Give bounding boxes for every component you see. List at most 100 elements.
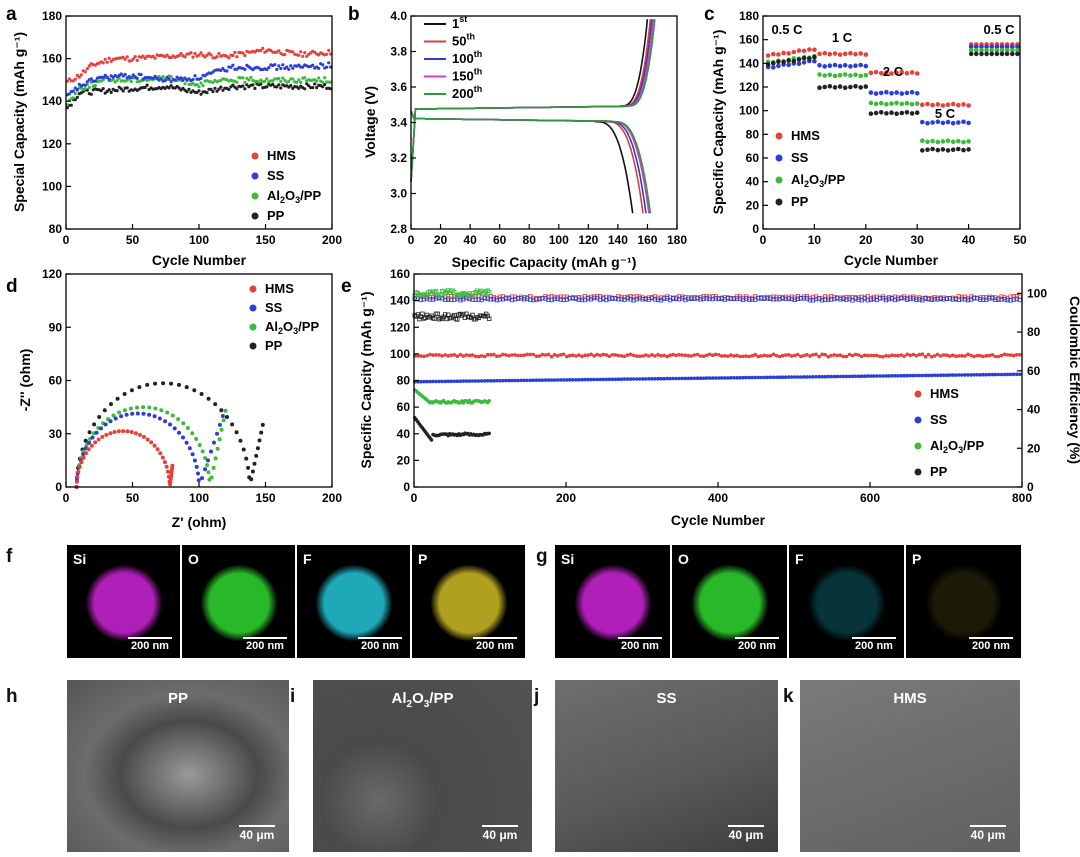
- point-HMS: [297, 53, 301, 57]
- legend-marker: [251, 152, 259, 160]
- legend-marker: [251, 212, 259, 220]
- capacity-point-HMS: [428, 352, 432, 357]
- capacity-point-HMS: [528, 352, 533, 357]
- point-PP: [812, 54, 817, 60]
- ce-point-SS: [686, 296, 691, 302]
- point-Al₂O₃/PP: [966, 139, 971, 144]
- element-label: O: [188, 551, 199, 567]
- y-tick-label: 80: [49, 222, 63, 236]
- point-HMS: [143, 56, 147, 61]
- point-Al₂O₃/PP: [297, 78, 301, 82]
- point-PP: [984, 51, 989, 57]
- point-SS: [265, 67, 269, 72]
- capacity-point-SS: [978, 373, 982, 377]
- capacity-point-SS: [881, 374, 885, 378]
- ce-point-SS: [674, 296, 679, 301]
- capacity-point-SS: [616, 377, 621, 382]
- capacity-point-SS: [789, 375, 794, 379]
- point-SS: [169, 80, 173, 84]
- point-SS: [842, 63, 848, 68]
- point-SS: [1015, 44, 1020, 50]
- ce-point-SS: [865, 297, 870, 303]
- y-tick-label: 100: [42, 179, 62, 193]
- scale-bar: 200 nm: [239, 637, 291, 652]
- point-Al₂O₃/PP: [194, 436, 199, 441]
- y-tick-label: 4.0: [390, 9, 407, 23]
- point-PP: [265, 85, 269, 89]
- point-Al₂O₃/PP: [165, 410, 170, 415]
- ce-point-SS: [643, 296, 648, 302]
- point-HMS: [193, 51, 197, 56]
- ce-point-SS: [731, 296, 737, 302]
- point-SS: [220, 414, 225, 418]
- point-PP: [858, 85, 863, 90]
- ce-point-SS: [786, 296, 791, 301]
- ce-point-SS: [780, 295, 785, 301]
- capacity-point-SS: [467, 379, 472, 383]
- point-SS: [172, 426, 177, 431]
- ce-point-SS: [543, 296, 548, 301]
- capacity-point-HMS: [589, 352, 593, 357]
- point-PP: [321, 85, 325, 89]
- point-SS: [822, 64, 827, 69]
- capacity-point-HMS: [631, 353, 636, 358]
- ce-point-SS: [819, 297, 825, 303]
- point-HMS: [878, 70, 884, 76]
- capacity-point-HMS: [926, 352, 931, 357]
- capacity-point-SS: [844, 374, 849, 379]
- capacity-point-SS: [434, 379, 438, 384]
- legend-label: Al2O3/PP: [791, 172, 845, 189]
- capacity-point-SS: [492, 379, 496, 383]
- point-Al₂O₃/PP: [827, 72, 833, 78]
- capacity-point-SS: [504, 378, 508, 383]
- capacity-point-SS: [698, 376, 703, 381]
- point-HMS: [827, 51, 833, 57]
- point-SS: [179, 76, 183, 80]
- capacity-point-SS: [969, 373, 973, 377]
- capacity-point-HMS: [707, 352, 712, 357]
- ce-point-SS: [947, 296, 952, 301]
- capacity-point-HMS: [561, 352, 566, 357]
- point-PP: [206, 396, 211, 401]
- point-Al₂O₃/PP: [170, 413, 175, 418]
- capacity-point-SS: [963, 373, 967, 377]
- y-tick-label: 3.0: [390, 187, 407, 201]
- point-HMS: [231, 53, 235, 58]
- point-Al₂O₃/PP: [265, 77, 269, 81]
- point-HMS: [133, 55, 137, 59]
- ce-point-SS: [844, 297, 849, 302]
- point-PP: [184, 385, 189, 390]
- point-HMS: [75, 474, 80, 479]
- ce-point-SS: [768, 296, 773, 301]
- point-SS: [966, 120, 971, 126]
- point-HMS: [155, 447, 160, 452]
- point-PP: [102, 408, 107, 413]
- point-PP: [974, 51, 979, 57]
- capacity-point-SS: [470, 379, 475, 383]
- point-PP: [73, 98, 77, 102]
- capacity-point-HMS: [954, 354, 958, 359]
- legend-marker: [775, 132, 783, 140]
- capacity-point-SS: [641, 377, 645, 381]
- capacity-point-HMS: [783, 353, 788, 357]
- point-SS: [217, 422, 222, 427]
- point-PP: [251, 83, 255, 87]
- capacity-point-HMS: [972, 354, 976, 359]
- ce-point-SS: [588, 296, 594, 302]
- capacity-point-SS: [993, 372, 998, 377]
- ce-point-SS: [932, 297, 937, 302]
- capacity-point-SS: [823, 374, 827, 379]
- ce-point-SS: [448, 297, 454, 302]
- map-p-image: P 200 nm: [412, 545, 525, 658]
- capacity-point-HMS: [625, 353, 630, 357]
- capacity-point-SS: [799, 375, 803, 379]
- point-SS: [107, 77, 111, 81]
- y-tick-label: 2.8: [390, 222, 407, 236]
- capacity-point-SS: [537, 378, 542, 383]
- point-SS: [796, 61, 802, 67]
- point-HMS: [299, 50, 303, 54]
- ce-point-SS: [725, 296, 731, 301]
- ce-point-SS: [737, 296, 743, 301]
- y-tick-label: 0: [55, 480, 62, 494]
- capacity-point-HMS: [595, 352, 599, 357]
